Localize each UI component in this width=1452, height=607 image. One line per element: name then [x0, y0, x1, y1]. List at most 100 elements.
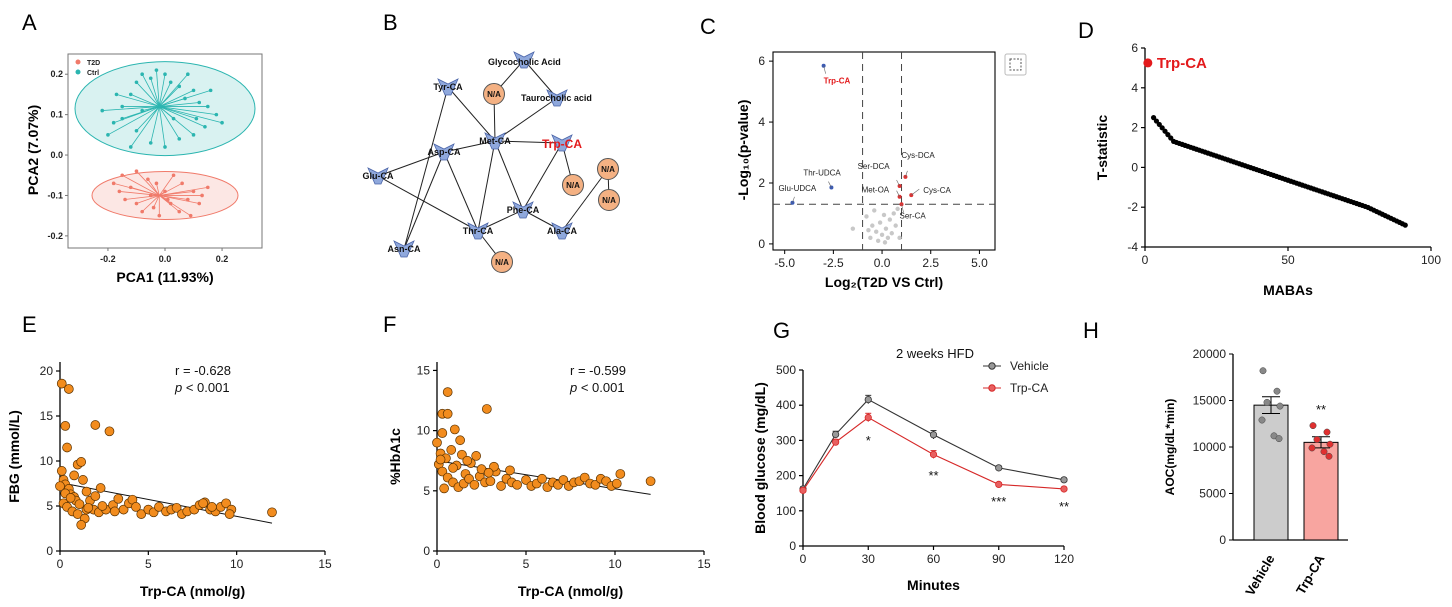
- ctrl-spoke: [158, 106, 166, 148]
- network-edge: [377, 175, 479, 232]
- y-tick-label: 100: [776, 504, 796, 518]
- legend-label-ctrl: Ctrl: [87, 70, 99, 77]
- ctrl-point: [111, 120, 116, 125]
- node-label: Taurocholic acid: [521, 93, 592, 103]
- legend-label: Trp-CA: [1010, 381, 1048, 395]
- trp-ca-highlight-point: [1143, 58, 1153, 68]
- sample-point: [435, 454, 446, 465]
- ctrl-point: [205, 104, 210, 109]
- point-label: Glu-UDCA: [778, 184, 816, 193]
- legend-label-t2d: T2D: [87, 60, 100, 67]
- t2d-spoke: [156, 183, 160, 196]
- y-axis-title: Blood glucose (mg/dL): [752, 382, 768, 534]
- correlation-r: r = -0.628: [175, 363, 231, 378]
- legend-marker-t2d: [75, 59, 81, 65]
- t2d-spoke: [159, 182, 183, 196]
- label-leader: [828, 181, 832, 188]
- panel-letter-c: C: [700, 14, 716, 39]
- sample-point: [439, 483, 449, 494]
- ctrl-spoke: [136, 82, 160, 107]
- sample-point: [56, 378, 67, 389]
- node-label: Asn-CA: [388, 244, 421, 254]
- t2d-point: [151, 205, 156, 210]
- x-tick-label: 10: [230, 557, 244, 571]
- sample-point: [558, 475, 569, 485]
- ctrl-point: [120, 104, 125, 109]
- label-leader: [896, 179, 900, 187]
- panel-letter-f: F: [383, 312, 396, 337]
- x-tick-label: -5.0: [774, 256, 795, 270]
- t2d-point: [120, 173, 125, 178]
- sample-point: [267, 507, 277, 518]
- x-tick-label: 0: [57, 557, 64, 571]
- ctrl-point: [120, 116, 125, 121]
- y-tick-label: 4: [1131, 81, 1138, 95]
- ctrl-spoke: [159, 106, 217, 116]
- x-tick-label: 5: [523, 557, 530, 571]
- p-value: < 0.001: [182, 380, 229, 395]
- x-axis-title: MABAs: [1263, 282, 1313, 298]
- node-label: Ala-CA: [547, 226, 578, 236]
- node-label: N/A: [487, 90, 501, 99]
- ctrl-point: [220, 120, 224, 125]
- ctrl-point: [214, 112, 219, 117]
- t2d-point: [205, 185, 210, 190]
- y-tick-label: 5: [46, 499, 53, 513]
- network-edge: [561, 168, 609, 232]
- sample-point: [457, 449, 467, 460]
- hba1c-correlation-plot: 0 5 10 15 0 5 10 15 Trp-CA (nmol/g) %HbA1c r = -0.…: [387, 362, 711, 599]
- x-tick-label: 100: [1421, 253, 1441, 267]
- network-edge: [443, 151, 479, 232]
- ctrl-point: [134, 128, 139, 133]
- ctrl-spoke: [158, 73, 189, 107]
- ctrl-spoke: [159, 106, 197, 120]
- sample-point: [1323, 428, 1331, 436]
- sample-point: [198, 498, 208, 509]
- sample-point: [489, 461, 499, 472]
- ctrl-spoke: [158, 74, 166, 107]
- y-tick-label: 0: [46, 544, 53, 558]
- node-label: Glu-CA: [363, 171, 394, 181]
- nonsignificant-point: [872, 208, 877, 213]
- sample-point: [97, 501, 108, 511]
- y-tick-label: 2: [758, 176, 765, 190]
- ctrl-spoke: [159, 106, 174, 119]
- x-tick-label: 0.2: [216, 254, 229, 264]
- sample-point: [74, 499, 85, 510]
- y-tick-label: -4: [1127, 240, 1138, 254]
- mabas-point: [1156, 121, 1162, 128]
- legend-label: Vehicle: [1010, 359, 1049, 373]
- x-axis-title: Minutes: [907, 577, 960, 593]
- network-edge: [494, 97, 558, 142]
- node-label: Phe-CA: [507, 205, 540, 215]
- nonsignificant-point: [897, 235, 902, 241]
- t2d-point: [197, 201, 202, 206]
- ctrl-point: [100, 108, 105, 113]
- sample-point: [485, 476, 496, 487]
- sample-point: [448, 463, 458, 473]
- x-category-label: Trp-CA: [1293, 551, 1328, 597]
- y-tick-label: 500: [776, 363, 796, 377]
- nonsignificant-point: [895, 206, 900, 212]
- t2d-point: [200, 193, 204, 198]
- sample-point: [63, 384, 74, 394]
- y-tick-label: 0: [423, 544, 430, 558]
- data-point: [1060, 485, 1068, 493]
- node-label: N/A: [566, 181, 580, 190]
- sample-point: [109, 506, 120, 517]
- t2d-point: [157, 213, 162, 218]
- t2d-point: [154, 181, 159, 186]
- ctrl-point: [128, 92, 133, 97]
- ctrl-point: [148, 141, 153, 145]
- sample-point: [590, 479, 601, 490]
- fbg-correlation-plot: 0 5 10 15 0 5 10 15 20 Trp-CA (nmol/g) FBG (mmol/L…: [6, 362, 332, 599]
- ctrl-spoke: [150, 106, 160, 144]
- node-label: Asp-CA: [428, 147, 461, 157]
- nonsignificant-point: [882, 240, 888, 245]
- point-label: Trp-CA: [824, 77, 851, 86]
- p-symbol: p: [569, 380, 577, 395]
- mabas-point: [1153, 118, 1160, 124]
- node-acid-marker: [551, 222, 573, 240]
- volcano-plot: -5.0 -2.5 0.0 2.5 5.0 0 2 4 6 Log₂(T2D VS Ctrl) -L…: [735, 51, 1027, 290]
- x-tick-label: 60: [927, 552, 941, 566]
